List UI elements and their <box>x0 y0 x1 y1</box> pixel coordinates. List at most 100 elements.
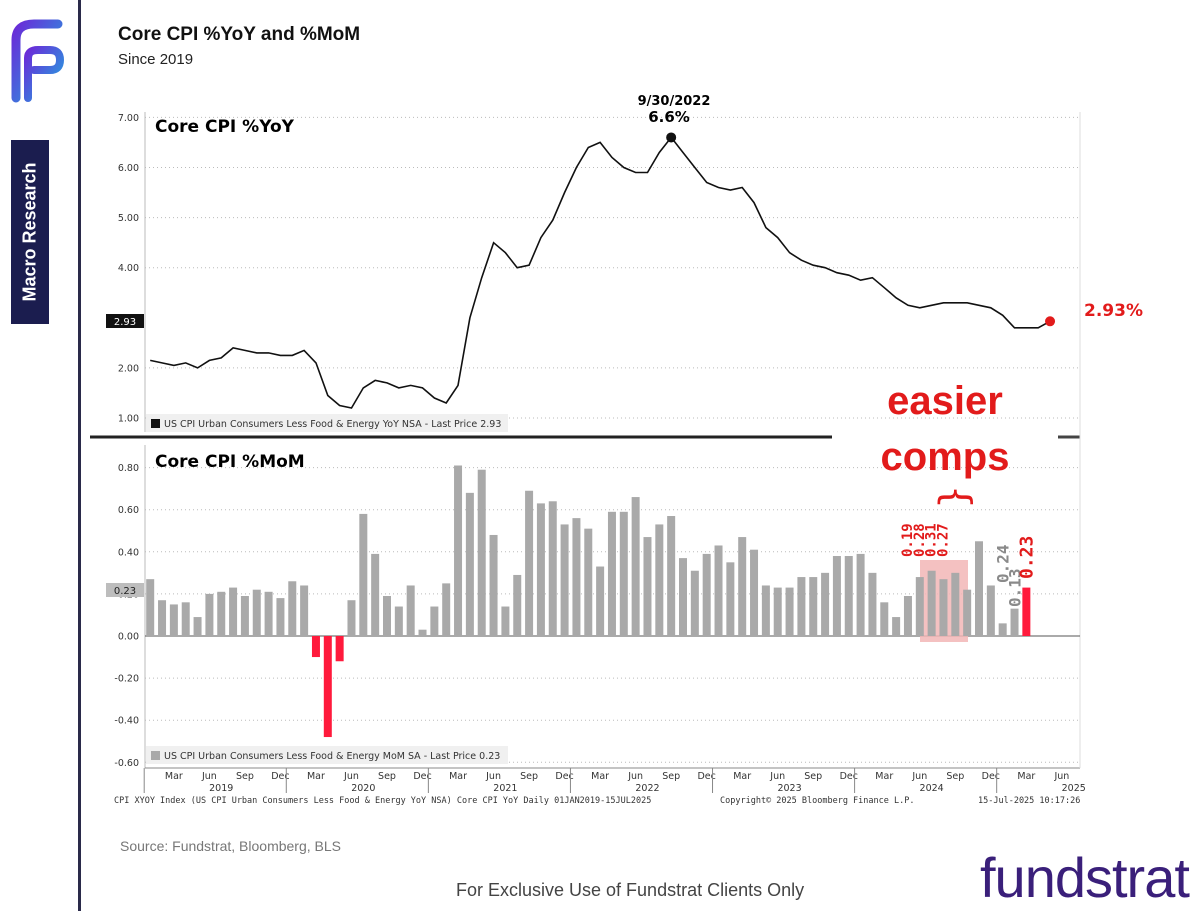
x-year-label: 2019 <box>209 783 233 794</box>
x-month-label: Mar <box>307 771 325 782</box>
mom-bar <box>240 596 249 636</box>
chart-title: Core CPI %YoY and %MoM <box>118 24 361 45</box>
mom-bar <box>501 606 510 636</box>
x-month-label: Jun <box>911 771 927 782</box>
macro-research-tab: Macro Research <box>11 140 49 324</box>
mom-y-tick-label: 0.00 <box>118 632 139 643</box>
mom-bar <box>844 556 853 636</box>
yoy-last-price-text: 2.93 <box>114 317 136 328</box>
x-month-label: Jun <box>627 771 643 782</box>
mom-bar <box>667 516 676 636</box>
mom-bar <box>726 562 735 636</box>
mom-bar <box>489 534 498 636</box>
mom-bar <box>1010 608 1019 636</box>
easier-label: easier <box>887 379 1003 423</box>
peak-date-label: 9/30/2022 <box>638 94 711 109</box>
mom-bar <box>465 492 474 636</box>
x-month-label: Mar <box>1017 771 1035 782</box>
mom-bar <box>252 589 261 636</box>
yoy-y-tick-label: 2.00 <box>118 363 139 374</box>
x-month-label: Dec <box>555 771 573 782</box>
yoy-y-tick-label: 4.00 <box>118 263 139 274</box>
x-month-label: Jun <box>485 771 501 782</box>
mom-bar <box>418 629 427 636</box>
peak-value-label: 6.6% <box>648 108 690 126</box>
yoy-y-tick-label: 7.00 <box>118 113 139 124</box>
mom-bar <box>750 549 759 636</box>
mom-bar <box>536 503 545 636</box>
mom-bar <box>193 617 202 636</box>
yoy-panel-title: Core CPI %YoY <box>155 117 295 137</box>
mom-bar <box>690 570 699 636</box>
mom-last-price-text: 0.23 <box>114 586 136 597</box>
x-month-label: Mar <box>591 771 609 782</box>
mom-bar <box>761 585 770 636</box>
mom-bar <box>158 600 167 636</box>
mom-bar <box>986 585 995 636</box>
mom-bar <box>856 553 865 636</box>
clients-only-note: For Exclusive Use of Fundstrat Clients O… <box>456 880 805 900</box>
mom-legend-text: US CPI Urban Consumers Less Food & Energ… <box>164 751 500 762</box>
x-month-label: Jun <box>201 771 217 782</box>
recent-mom-value-label: 0.23 <box>1016 536 1037 579</box>
x-month-label: Sep <box>236 771 254 782</box>
x-month-label: Sep <box>378 771 396 782</box>
recent-mom-value-label: 0.24 <box>994 544 1013 583</box>
bloomberg-timestamp: 15-Jul-2025 10:17:26 <box>978 796 1080 806</box>
left-divider <box>78 0 81 911</box>
x-month-label: Dec <box>413 771 431 782</box>
mom-bar <box>335 636 344 662</box>
mom-bar <box>229 587 238 636</box>
mom-bar <box>679 558 687 636</box>
x-month-label: Jun <box>769 771 785 782</box>
mom-bar <box>868 572 877 636</box>
mom-bar <box>371 553 380 636</box>
mom-bar <box>347 600 356 636</box>
x-month-label: Mar <box>875 771 893 782</box>
mom-bar <box>607 511 616 636</box>
mom-bar <box>181 602 190 636</box>
last-value-marker <box>1045 316 1056 327</box>
mom-bar <box>513 574 522 636</box>
mom-legend-swatch <box>151 751 160 760</box>
easier-comps-value-label: 0.19 <box>900 523 916 557</box>
x-month-label: Dec <box>697 771 715 782</box>
mom-bar <box>619 511 628 636</box>
mom-bar <box>773 587 782 636</box>
mom-panel-title: Core CPI %MoM <box>155 452 305 472</box>
fundstrat-logo-icon <box>11 19 65 103</box>
x-year-label: 2020 <box>351 783 375 794</box>
mom-y-tick-label: -0.60 <box>114 758 139 769</box>
bloomberg-index-note: CPI XYOY Index (US CPI Urban Consumers L… <box>114 796 651 806</box>
x-month-label: Dec <box>271 771 289 782</box>
core-cpi-yoy-line <box>150 136 1051 409</box>
chart-subtitle: Since 2019 <box>118 51 194 68</box>
x-month-label: Jun <box>343 771 359 782</box>
easier-comps-value-label: 0.28 <box>912 523 928 557</box>
yoy-y-tick-label: 1.00 <box>118 414 139 425</box>
mom-bar <box>323 636 332 738</box>
source-note: Source: Fundstrat, Bloomberg, BLS <box>120 838 341 854</box>
x-month-label: Mar <box>733 771 751 782</box>
yoy-legend-text: US CPI Urban Consumers Less Food & Energ… <box>164 419 501 430</box>
mom-bar <box>631 497 640 636</box>
mom-bar <box>525 490 534 636</box>
mom-bar <box>584 528 593 636</box>
mom-bar <box>169 604 178 636</box>
x-year-label: 2021 <box>493 783 517 794</box>
x-year-label: 2025 <box>1062 783 1086 794</box>
mom-bar <box>430 606 439 636</box>
mom-bar <box>809 577 818 636</box>
x-year-label: 2022 <box>635 783 659 794</box>
easier-comps-value-label: 0.27 <box>935 523 951 557</box>
x-month-label: Sep <box>662 771 680 782</box>
yoy-legend-swatch <box>151 419 160 428</box>
x-month-label: Mar <box>165 771 183 782</box>
mom-bar <box>963 589 972 636</box>
mom-bar <box>394 606 403 636</box>
mom-bar <box>714 545 723 636</box>
x-month-label: Dec <box>840 771 858 782</box>
comps-label: comps <box>881 435 1010 479</box>
mom-bar <box>951 572 960 636</box>
x-month-label: Sep <box>946 771 964 782</box>
